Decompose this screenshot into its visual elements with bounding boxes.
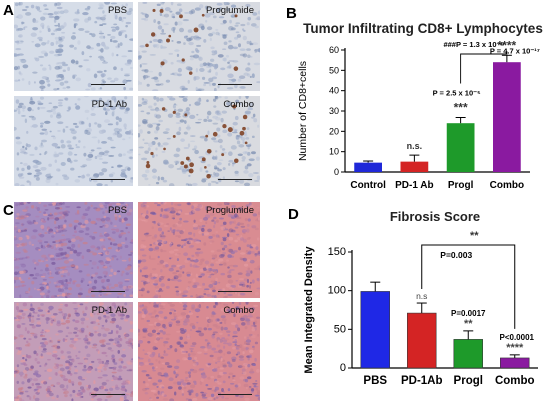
cd8-ylabel: Number of CD8+cells: [297, 61, 309, 161]
fib-y-tick-label: 150: [328, 246, 346, 258]
cd8-category-label: Progl: [448, 180, 474, 191]
fib-pvalue-combo: P<0.0001: [500, 333, 535, 342]
cd8-bar: [354, 162, 382, 172]
cd8-y-tick-label: 20: [329, 126, 339, 136]
fib-y-tick-label: 100: [328, 285, 346, 297]
cd8-significance: n.s.: [407, 141, 423, 151]
cd8-y-tick-label: 40: [329, 86, 339, 96]
cd8-y-tick-label: 60: [329, 45, 339, 55]
fib-bar: [500, 357, 530, 369]
fib-significance: ****: [506, 342, 524, 354]
fib-y-tick-label: 50: [334, 323, 346, 335]
cd8-significance: ****: [498, 38, 517, 52]
fib-bracket-stars: **: [470, 230, 479, 242]
cd8-y-tick-label: 0: [334, 167, 339, 177]
stain-image-label: Proglumide: [205, 5, 254, 16]
scale-bar: [91, 179, 125, 180]
stain-image-label: Combo: [223, 99, 254, 110]
fibrosis-image-label: PBS: [107, 205, 127, 216]
panel-b-letter: B: [286, 5, 297, 22]
scale-bar: [91, 84, 125, 85]
fib-bar: [407, 312, 437, 369]
cd8-y-tick-label: 50: [329, 65, 339, 75]
cd8-category-label: PD-1 Ab: [395, 180, 434, 191]
panel-c-letter: C: [3, 202, 14, 219]
cd8-significance: ***: [454, 101, 468, 115]
cd8-bar: [400, 161, 429, 172]
fib-significance: **: [464, 318, 473, 330]
cd8-y-tick-label: 10: [329, 147, 339, 157]
fibrosis-image-pbs: PBS: [14, 202, 133, 298]
stain-image-label: PBS: [107, 5, 127, 16]
fib-y-tick-label: 0: [340, 362, 346, 374]
cd8-category-label: Combo: [490, 180, 524, 191]
fib-category-label: PBS: [363, 375, 387, 387]
fibrosis-image-label: PD-1 Ab: [91, 305, 127, 316]
fibrosis-image-pd-1-ab: PD-1 Ab: [14, 302, 133, 401]
fib-category-label: Progl: [454, 375, 483, 387]
cd8-title: Tumor Infiltrating CD8+ Lymphocytes: [303, 21, 543, 36]
fib-bar: [360, 291, 390, 369]
scale-bar: [218, 394, 252, 395]
cd8-pvalue-combo: P = 4.7 x 10⁻¹⁷: [490, 46, 540, 55]
fib-ylabel: Mean Integrated Density: [303, 246, 315, 374]
cd8-bracket-label: ###P = 1.3 x 10⁻⁸: [443, 40, 504, 49]
cd8-bar-chart: Tumor Infiltrating CD8+ Lymphocytes Numbe…: [297, 21, 543, 191]
fibrosis-image-proglumide: Proglumide: [138, 202, 260, 298]
cd8-bar: [446, 123, 475, 172]
stain-image-proglumide: Proglumide: [138, 2, 260, 91]
fibrosis-image-combo: Combo: [138, 302, 260, 401]
stain-image-pbs: PBS: [14, 2, 133, 91]
cd8-comparison-bracket: [460, 51, 508, 84]
panel-a-letter: A: [3, 2, 14, 19]
fib-significance: n.s: [416, 291, 427, 301]
cd8-bar: [493, 62, 521, 173]
stain-image-combo: Combo: [138, 96, 260, 186]
fib-bracket-label: P=0.003: [440, 250, 472, 260]
stain-image-label: PD-1 Ab: [91, 99, 127, 110]
fibrosis-bar-chart: Fibrosis Score Mean Integrated Density 0 50…: [303, 209, 538, 387]
fib-category-label: Combo: [495, 375, 535, 387]
panel-d-letter: D: [288, 206, 299, 223]
scale-bar: [91, 394, 125, 395]
scale-bar: [218, 84, 252, 85]
fib-category-label: PD-1Ab: [401, 375, 443, 387]
cd8-y-tick-label: 30: [329, 106, 339, 116]
stain-image-pd-1-ab: PD-1 Ab: [14, 96, 133, 186]
fibrosis-image-label: Proglumide: [205, 205, 254, 216]
scale-bar: [91, 291, 125, 292]
scale-bar: [218, 179, 252, 180]
fibrosis-image-label: Combo: [223, 305, 254, 316]
fib-bar: [453, 339, 483, 369]
fib-title: Fibrosis Score: [390, 209, 480, 224]
fib-pvalue-progl: P=0.0017: [451, 309, 486, 318]
cd8-pvalue-progl: P = 2.5 x 10⁻⁵: [433, 89, 481, 98]
cd8-category-label: Control: [350, 180, 386, 191]
scale-bar: [218, 291, 252, 292]
fib-comparison-bracket: [421, 244, 516, 329]
